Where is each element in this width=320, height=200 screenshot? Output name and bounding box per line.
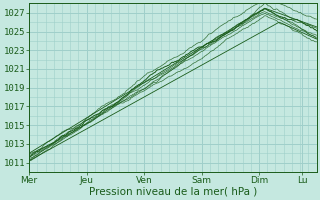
X-axis label: Pression niveau de la mer( hPa ): Pression niveau de la mer( hPa ) [89, 187, 257, 197]
